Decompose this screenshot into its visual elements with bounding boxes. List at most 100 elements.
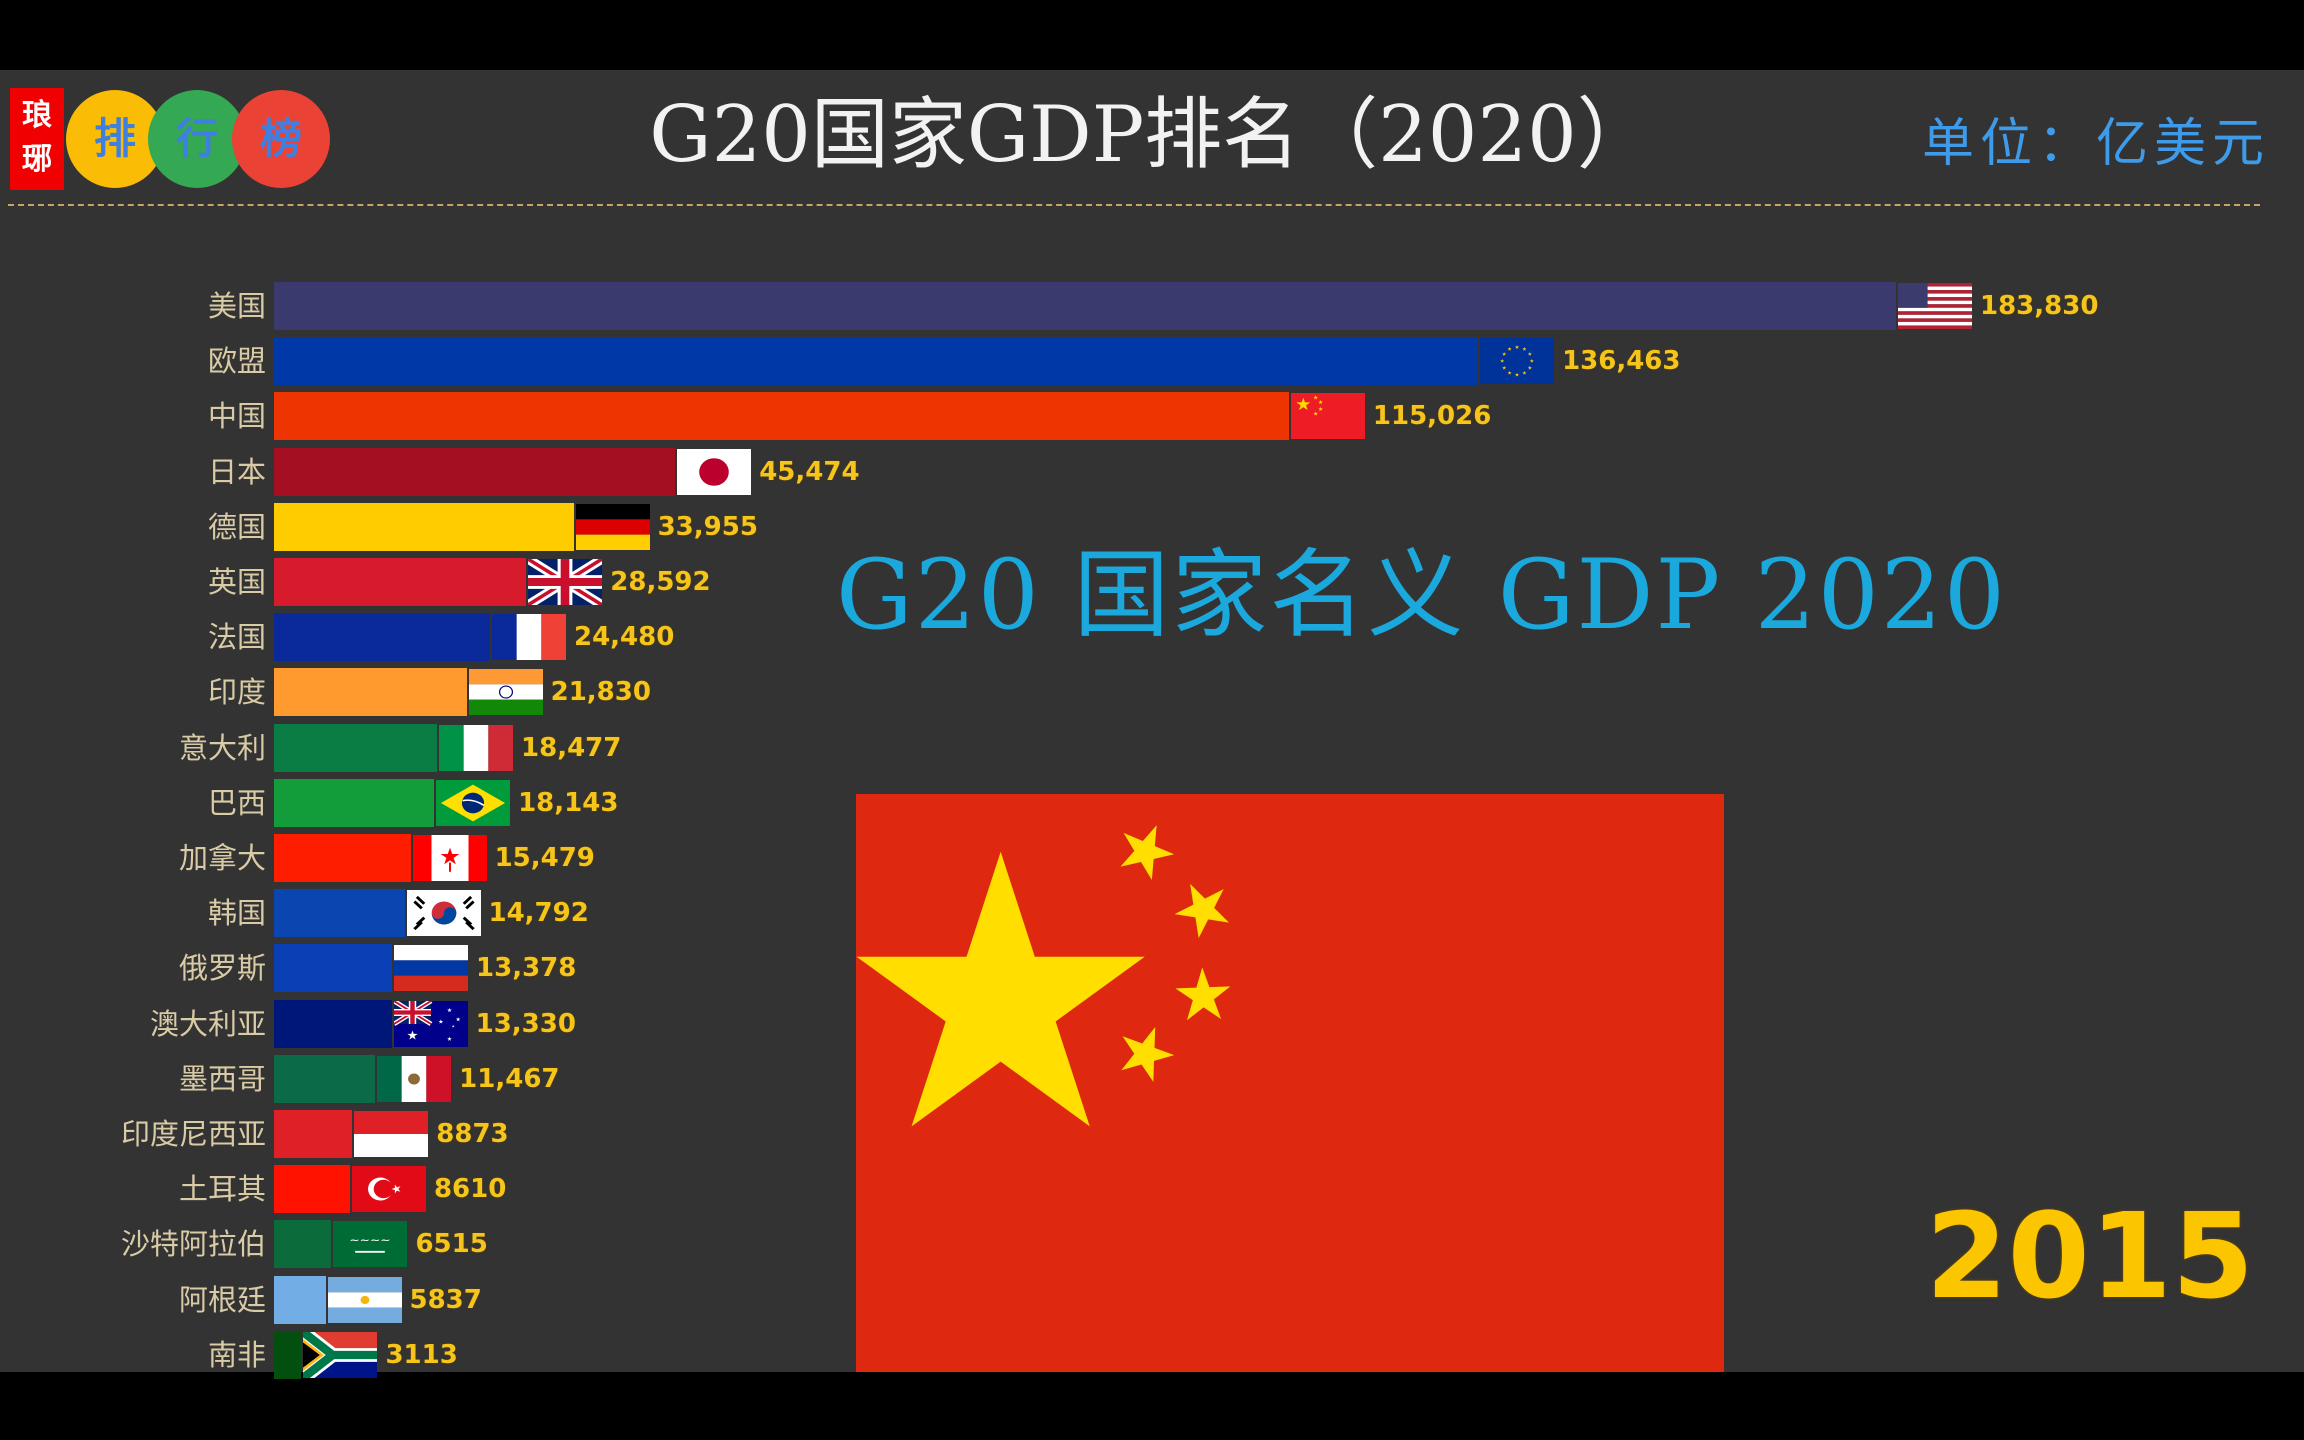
country-label: 中国	[207, 399, 266, 434]
chart-stage: 琅 琊 排 行 榜 G20国家GDP排名（2020） 单位：亿美元 美国 183,…	[0, 70, 2304, 1379]
russia-flag-icon	[394, 945, 469, 992]
gdp-value: 18,477	[521, 732, 622, 763]
country-label: 沙特阿拉伯	[120, 1227, 266, 1262]
country-label: 土耳其	[178, 1172, 266, 1207]
turkey-flag-icon	[351, 1166, 426, 1213]
gdp-value: 5837	[409, 1284, 482, 1315]
country-label: 德国	[207, 509, 266, 544]
bar-row: 阿根廷 5837	[0, 1275, 2304, 1325]
bar-row: 意大利 18,477	[0, 723, 2304, 773]
france-flag-icon	[491, 614, 566, 661]
country-label: 印度	[207, 675, 266, 710]
svg-text:~~~~: ~~~~	[350, 1234, 391, 1248]
australia-flag-icon	[393, 1000, 468, 1047]
country-label: 澳大利亚	[149, 1006, 266, 1041]
gdp-value: 3113	[385, 1339, 458, 1370]
india-flag-icon	[468, 669, 543, 716]
gdp-bar	[274, 282, 1896, 330]
gdp-bar	[274, 1220, 332, 1269]
gdp-value: 18,143	[518, 787, 619, 818]
bar-row: 印度 21,830	[0, 667, 2304, 717]
gdp-bar	[274, 668, 467, 717]
bar-row: 加拿大 15,479	[0, 833, 2304, 883]
china-flag-icon	[1290, 393, 1365, 440]
bar-row: 南非 3113	[0, 1330, 2304, 1380]
gdp-bar	[274, 392, 1289, 441]
country-label: 印度尼西亚	[120, 1117, 266, 1151]
gdp-bar	[274, 558, 527, 606]
gdp-bar	[274, 613, 490, 662]
gdp-bar	[274, 447, 676, 496]
country-label: 欧盟	[207, 344, 266, 379]
country-label: 英国	[207, 565, 266, 599]
bar-row: 印度尼西亚 8873	[0, 1109, 2304, 1159]
country-label: 韩国	[207, 896, 266, 931]
chart-title: G20国家GDP排名（2020）	[649, 90, 1655, 180]
gdp-value: 13,330	[475, 1008, 576, 1039]
bar-row: 欧盟 136,463	[0, 336, 2304, 386]
indonesia-flag-icon	[354, 1111, 429, 1157]
italy-flag-icon	[439, 724, 514, 771]
saudi-arabia-flag-icon: ~~~~	[333, 1221, 408, 1268]
country-label: 阿根廷	[178, 1282, 266, 1317]
gdp-bar	[274, 944, 393, 993]
gdp-value: 13,378	[476, 953, 577, 984]
gdp-value: 115,026	[1372, 401, 1492, 432]
bar-row: 法国 24,480	[0, 612, 2304, 662]
gdp-value: 24,480	[573, 622, 675, 653]
bar-row: 美国 183,830	[0, 281, 2304, 331]
unit-label: 单位：亿美元	[1921, 114, 2270, 174]
logo-circle-green: 行	[148, 90, 246, 188]
gdp-bar	[274, 1275, 326, 1324]
bar-row: 土耳其 8610	[0, 1164, 2304, 1214]
gdp-bar	[274, 834, 411, 882]
canada-flag-icon	[412, 835, 487, 881]
china-flag-large	[856, 794, 1724, 1372]
gdp-bar	[274, 778, 435, 827]
country-label: 巴西	[207, 785, 266, 820]
eu-flag-icon	[1480, 338, 1555, 385]
bar-row: 德国 33,955	[0, 502, 2304, 552]
gdp-value: 8873	[436, 1119, 509, 1149]
gdp-value: 11,467	[459, 1063, 560, 1094]
gdp-value: 45,474	[759, 456, 860, 487]
south-korea-flag-icon	[406, 890, 481, 937]
gdp-bar	[274, 337, 1479, 386]
argentina-flag-icon	[327, 1276, 402, 1323]
gdp-bar	[274, 502, 574, 551]
logo-circle-yellow: 排	[66, 90, 164, 188]
country-label: 南非	[207, 1337, 266, 1372]
bar-row: 韩国 14,792	[0, 888, 2304, 938]
bar-row: 英国 28,592	[0, 557, 2304, 607]
gdp-bar	[274, 1330, 302, 1379]
country-label: 日本	[207, 454, 266, 489]
germany-flag-icon	[575, 503, 650, 550]
gdp-value: 6515	[415, 1229, 488, 1260]
gdp-value: 136,463	[1562, 346, 1681, 377]
bar-row: 俄罗斯 13,378	[0, 943, 2304, 993]
bar-row: 沙特阿拉伯 ~~~~ 6515	[0, 1219, 2304, 1269]
bar-row: 墨西哥 11,467	[0, 1054, 2304, 1104]
uk-flag-icon	[528, 559, 603, 605]
gdp-value: 15,479	[494, 843, 595, 873]
country-label: 加拿大	[178, 841, 266, 875]
country-label: 俄罗斯	[178, 951, 266, 986]
brazil-flag-icon	[436, 779, 511, 826]
seal-char: 琊	[22, 142, 52, 177]
bar-row: 中国 115,026	[0, 391, 2304, 441]
country-label: 墨西哥	[178, 1061, 266, 1096]
mexico-flag-icon	[377, 1055, 452, 1102]
header-divider	[8, 204, 2260, 206]
gdp-value: 21,830	[550, 677, 651, 708]
country-label: 美国	[207, 289, 266, 323]
gdp-bar	[274, 889, 405, 938]
bar-row: 澳大利亚 13,330	[0, 999, 2304, 1049]
usa-flag-icon	[1898, 283, 1972, 329]
south-africa-flag-icon	[303, 1331, 378, 1378]
current-year: 2015	[1925, 1187, 2254, 1325]
china-flag-icon	[856, 794, 1724, 1372]
bar-row: 日本 45,474	[0, 447, 2304, 497]
country-label: 法国	[207, 620, 266, 655]
logo-circle-red: 榜	[232, 90, 330, 188]
seal-char: 琅	[22, 98, 52, 133]
